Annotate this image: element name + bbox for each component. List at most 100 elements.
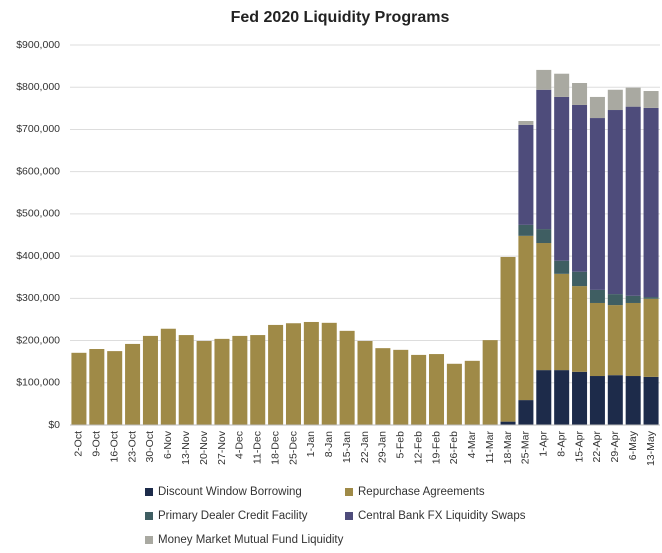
bar-segment — [303, 321, 319, 425]
x-tick-label: 9-Oct — [91, 431, 103, 457]
x-tick-label: 19-Feb — [430, 431, 442, 464]
bar-segment — [589, 302, 605, 377]
bar-segment — [429, 354, 445, 425]
bar-segment — [643, 376, 659, 425]
legend-swatch — [345, 488, 353, 496]
bar-segment — [518, 235, 534, 401]
y-tick-label: $400,000 — [16, 250, 60, 262]
bar-segment — [232, 335, 248, 425]
x-tick-label: 4-Mar — [466, 430, 478, 458]
bar-segment — [607, 110, 623, 295]
bar-segment — [482, 340, 498, 425]
x-tick-label: 25-Dec — [287, 431, 299, 465]
x-tick-label: 1-Jan — [305, 431, 317, 457]
chart-title: Fed 2020 Liquidity Programs — [231, 9, 450, 26]
bar-segment — [643, 91, 659, 108]
x-tick-label: 1-Apr — [538, 431, 550, 457]
x-tick-label: 30-Oct — [144, 431, 156, 463]
bar-segment — [518, 400, 534, 425]
legend-label: Money Market Mutual Fund Liquidity — [158, 534, 344, 546]
legend-swatch — [145, 512, 153, 520]
x-tick-label: 12-Feb — [412, 431, 424, 464]
bar-segment — [214, 338, 230, 425]
x-tick-label: 13-Nov — [180, 430, 192, 465]
x-tick-label: 18-Mar — [502, 431, 514, 465]
y-tick-label: $600,000 — [16, 165, 60, 177]
x-tick-label: 15-Apr — [573, 430, 585, 462]
x-tick-label: 22-Apr — [591, 430, 603, 462]
legend-label: Discount Window Borrowing — [158, 486, 302, 498]
bar-segment — [464, 360, 480, 425]
bar-segment — [357, 340, 373, 425]
x-tick-label: 8-Apr — [555, 431, 567, 457]
legend-label: Primary Dealer Credit Facility — [158, 510, 308, 522]
bar-segment — [625, 376, 641, 425]
legend-swatch — [345, 512, 353, 520]
bar-segment — [554, 73, 570, 97]
bar-segment — [625, 295, 641, 303]
bar-segment — [160, 328, 176, 425]
bar-segment — [607, 89, 623, 111]
bar-segment — [196, 340, 212, 425]
bar-segment — [554, 96, 570, 261]
x-tick-label: 25-Mar — [520, 431, 532, 465]
bar-segment — [411, 354, 427, 425]
bar-segment — [643, 107, 659, 298]
legend-swatch — [145, 488, 153, 496]
y-tick-label: $700,000 — [16, 123, 60, 135]
bar-segment — [554, 370, 570, 425]
bar-segment — [572, 286, 588, 372]
bar-segment — [589, 289, 605, 303]
x-tick-label: 22-Jan — [359, 431, 371, 463]
x-tick-label: 20-Nov — [198, 430, 210, 465]
x-tick-label: 18-Dec — [269, 431, 281, 465]
x-tick-label: 2-Oct — [73, 431, 85, 457]
x-tick-label: 16-Oct — [108, 431, 120, 463]
bar-segment — [589, 376, 605, 425]
x-tick-label: 27-Nov — [216, 430, 228, 465]
bar-segment — [625, 106, 641, 296]
x-tick-label: 29-Jan — [377, 431, 389, 463]
x-tick-label: 5-Feb — [395, 431, 407, 459]
bar-segment — [589, 96, 605, 119]
x-tick-label: 8-Jan — [323, 431, 335, 457]
bar-segment — [285, 323, 301, 425]
bar-segment — [536, 370, 552, 425]
bar-segment — [178, 335, 194, 425]
y-tick-label: $0 — [48, 419, 60, 431]
bar-segment — [518, 224, 534, 236]
bar-segment — [625, 302, 641, 377]
bar-segment — [375, 348, 391, 425]
bar-segment — [643, 298, 659, 377]
bar-segment — [554, 273, 570, 371]
bar-segment — [536, 89, 552, 230]
legend-label: Repurchase Agreements — [358, 486, 485, 498]
bar-segment — [500, 421, 516, 425]
bar-segment — [589, 118, 605, 290]
x-tick-label: 26-Feb — [448, 431, 460, 464]
x-tick-label: 4-Dec — [234, 431, 246, 459]
y-tick-label: $800,000 — [16, 81, 60, 93]
bar-segment — [572, 371, 588, 425]
bar-segment — [125, 343, 141, 425]
bar-segment — [339, 330, 355, 425]
bar-segment — [393, 349, 409, 425]
bar-segment — [536, 69, 552, 90]
y-tick-label: $900,000 — [16, 39, 60, 51]
bar-segment — [572, 271, 588, 287]
bar-segment — [607, 375, 623, 425]
x-tick-label: 6-Nov — [162, 430, 174, 459]
bar-segment — [607, 305, 623, 376]
bar-segment — [554, 260, 570, 274]
legend-swatch — [145, 536, 153, 544]
y-tick-label: $300,000 — [16, 292, 60, 304]
legend-label: Central Bank FX Liquidity Swaps — [358, 510, 526, 522]
bar-segment — [107, 351, 123, 425]
bar-segment — [71, 352, 87, 425]
bar-segment — [268, 324, 284, 425]
bar-segment — [142, 335, 158, 425]
y-tick-label: $200,000 — [16, 334, 60, 346]
bar-segment — [643, 297, 659, 299]
bar-segment — [446, 363, 462, 425]
